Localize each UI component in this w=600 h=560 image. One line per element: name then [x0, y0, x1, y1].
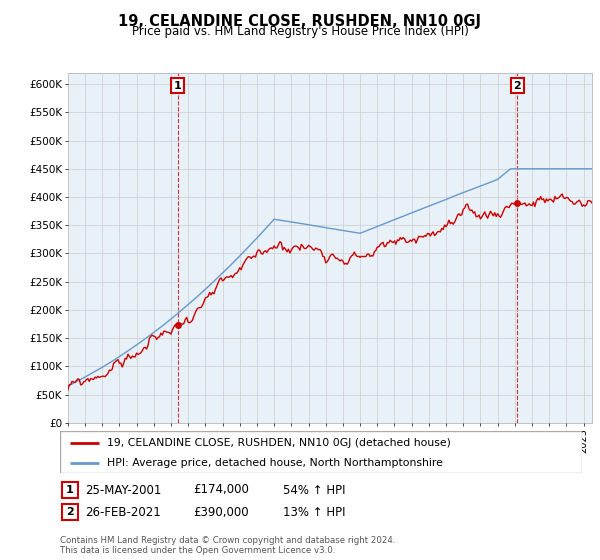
Text: 2: 2	[66, 507, 73, 517]
Text: 54% ↑ HPI: 54% ↑ HPI	[283, 483, 346, 497]
Text: 26-FEB-2021: 26-FEB-2021	[85, 506, 161, 519]
Text: 2: 2	[514, 81, 521, 91]
Text: 13% ↑ HPI: 13% ↑ HPI	[283, 506, 346, 519]
Text: 1: 1	[66, 485, 73, 495]
Text: This data is licensed under the Open Government Licence v3.0.: This data is licensed under the Open Gov…	[60, 547, 335, 556]
Text: £174,000: £174,000	[193, 483, 249, 497]
Text: Contains HM Land Registry data © Crown copyright and database right 2024.: Contains HM Land Registry data © Crown c…	[60, 536, 395, 545]
Text: 1: 1	[174, 81, 182, 91]
Text: 19, CELANDINE CLOSE, RUSHDEN, NN10 0GJ (detached house): 19, CELANDINE CLOSE, RUSHDEN, NN10 0GJ (…	[107, 438, 451, 448]
Text: HPI: Average price, detached house, North Northamptonshire: HPI: Average price, detached house, Nort…	[107, 458, 443, 468]
Text: £390,000: £390,000	[193, 506, 249, 519]
Text: 25-MAY-2001: 25-MAY-2001	[85, 483, 161, 497]
Bar	[62, 505, 77, 520]
Text: Price paid vs. HM Land Registry's House Price Index (HPI): Price paid vs. HM Land Registry's House …	[131, 25, 469, 38]
Text: 19, CELANDINE CLOSE, RUSHDEN, NN10 0GJ: 19, CELANDINE CLOSE, RUSHDEN, NN10 0GJ	[119, 14, 482, 29]
Bar	[62, 482, 77, 498]
